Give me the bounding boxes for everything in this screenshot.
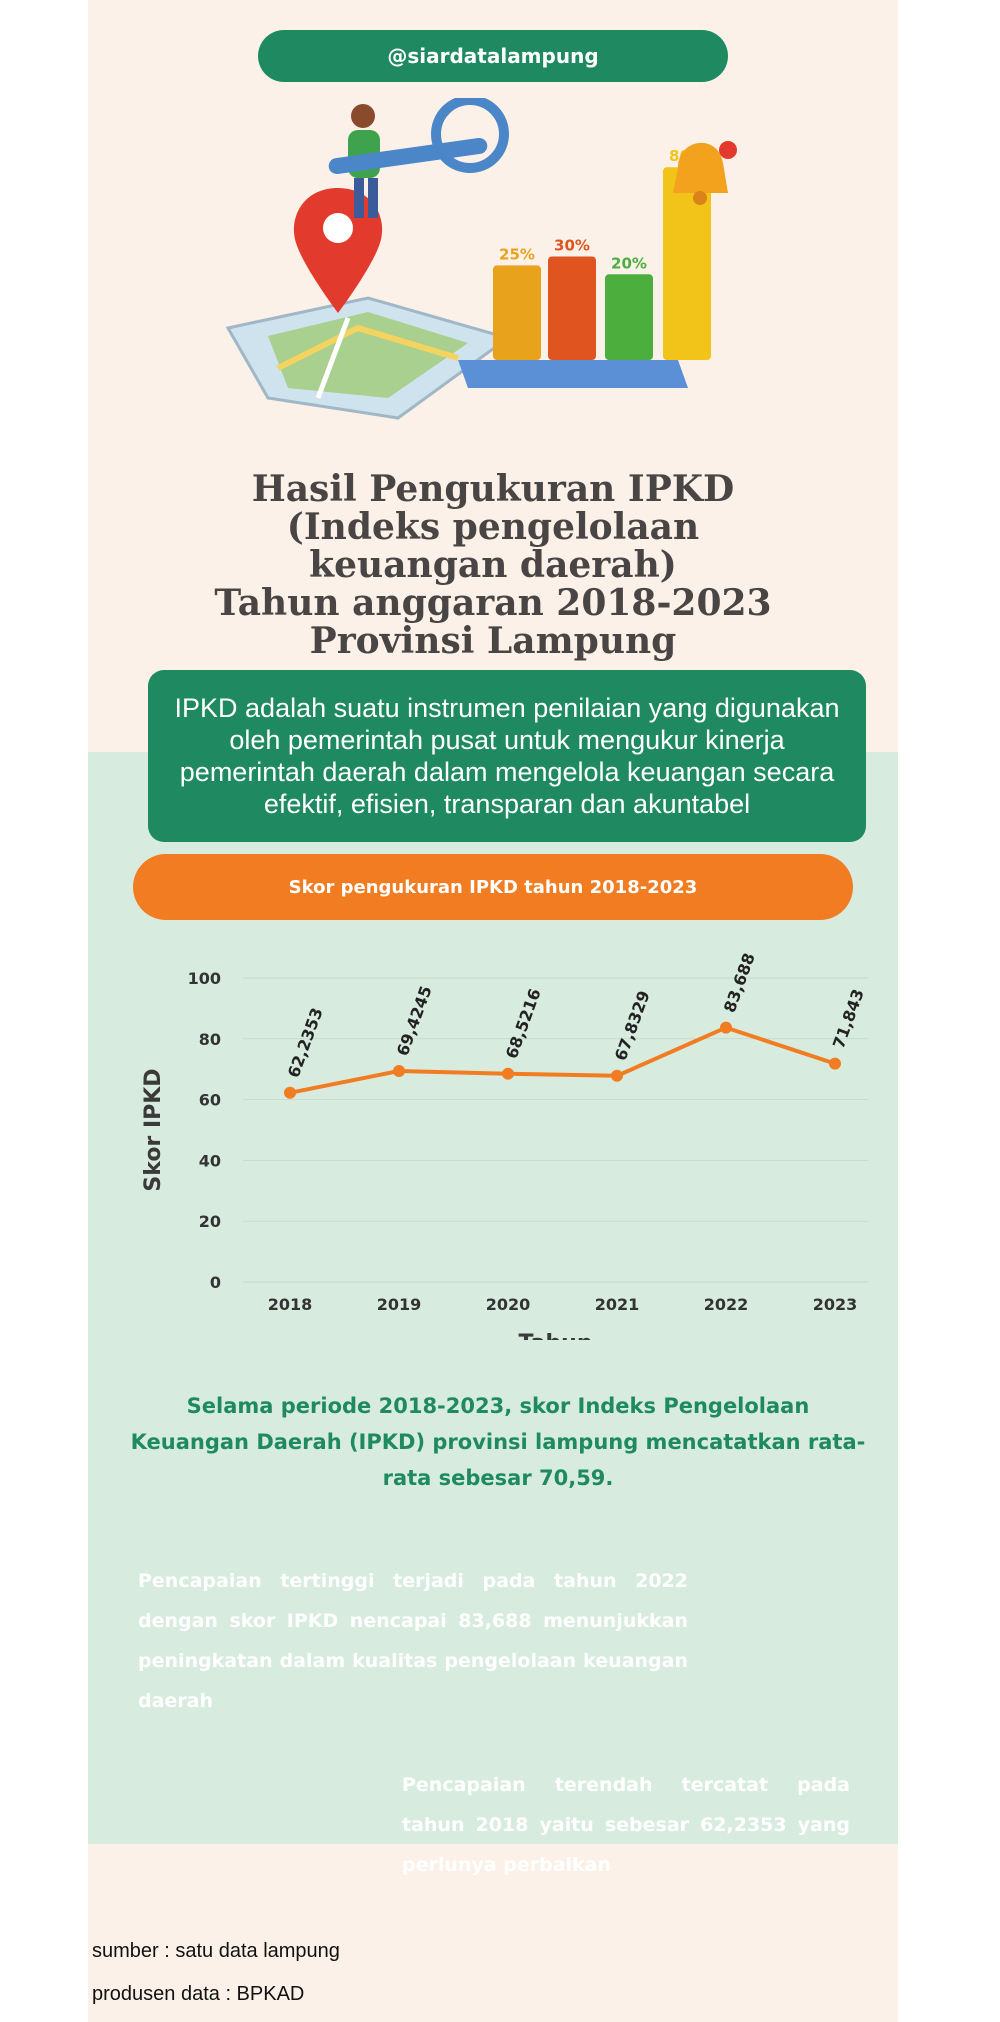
x-tick-label: 2018 [268,1295,313,1314]
data-point [829,1057,841,1070]
highest-achievement-note: Pencapaian tertinggi terjadi pada tahun … [108,1545,718,1740]
highest-achievement-text: Pencapaian tertinggi terjadi pada tahun … [138,1570,688,1712]
data-point [393,1064,405,1077]
illustration-bar [663,167,711,360]
x-tick-label: 2021 [595,1295,640,1314]
data-label: 62,2353 [284,1005,327,1080]
illustration-bar [493,265,541,360]
magnifier-icon [328,98,509,175]
x-tick-label: 2022 [704,1295,749,1314]
illustration-bars: 25%30%20%80% [493,147,711,360]
chart-title-banner: Skor pengukuran IPKD tahun 2018-2023 [133,854,853,920]
definition-text: IPKD adalah suatu instrumen penilaian ya… [174,693,840,819]
social-handle-badge: @siardatalampung [258,30,728,82]
data-point [284,1086,296,1099]
x-tick-label: 2023 [813,1295,858,1314]
data-label: 69,4245 [393,983,436,1058]
title-line: Provinsi Lampung [309,620,677,662]
chart-base [458,360,688,388]
x-tick-label: 2019 [377,1295,422,1314]
y-tick-label: 60 [199,1091,221,1110]
title-line: Tahun anggaran 2018-2023 [214,582,772,624]
data-point [502,1067,514,1080]
illustration-bar-label: 30% [554,236,590,254]
data-label: 83,688 [720,950,759,1015]
bell-icon [673,141,737,205]
page-title: Hasil Pengukuran IPKD (Indeks pengelolaa… [108,470,878,660]
ipkd-line-chart: 0 20 40 60 80 100 2018 2019 2020 2021 2022 2023 Skor… [141,950,868,1340]
infographic-panel: @siardatalampung 25%30%20%80% [88,0,898,2022]
location-pin-icon [293,188,383,313]
y-tick-label: 0 [210,1273,221,1292]
data-label: 71,843 [829,986,868,1051]
producer-note: produsen data : BPKAD [92,1983,305,2005]
definition-box: IPKD adalah suatu instrumen penilaian ya… [148,670,866,842]
illustration-bar-label: 25% [499,245,535,263]
analytics-illustration: 25%30%20%80% [225,98,737,420]
x-axis-title: Tahun [518,1331,592,1340]
source-note: sumber : satu data lampung [92,1940,340,1962]
x-tick-label: 2020 [486,1295,531,1314]
summary-text: Selama periode 2018-2023, skor Indeks Pe… [130,1394,866,1490]
lowest-achievement-text: Pencapaian terendah tercatat pada tahun … [402,1774,850,1876]
illustration-bar [548,256,596,360]
lowest-achievement-note: Pencapaian terendah tercatat pada tahun … [356,1745,876,1900]
y-tick-label: 100 [188,969,221,988]
title-line: keuangan daerah) [309,544,677,586]
data-point [720,1021,732,1034]
illustration-bar [605,274,653,360]
data-label: 67,8329 [611,988,654,1063]
y-tick-label: 20 [199,1212,221,1231]
title-line: Hasil Pengukuran IPKD [251,468,735,510]
data-point [611,1069,623,1082]
y-tick-label: 80 [199,1030,221,1049]
series-line [289,1025,836,1095]
y-tick-label: 40 [199,1151,221,1170]
y-axis-title: Skor IPKD [141,1068,166,1191]
map-icon [225,296,512,420]
data-label: 68,5216 [502,986,545,1061]
chart-title: Skor pengukuran IPKD tahun 2018-2023 [288,876,698,898]
title-line: (Indeks pengelolaan [286,506,700,548]
illustration-bar-label: 20% [611,254,647,272]
